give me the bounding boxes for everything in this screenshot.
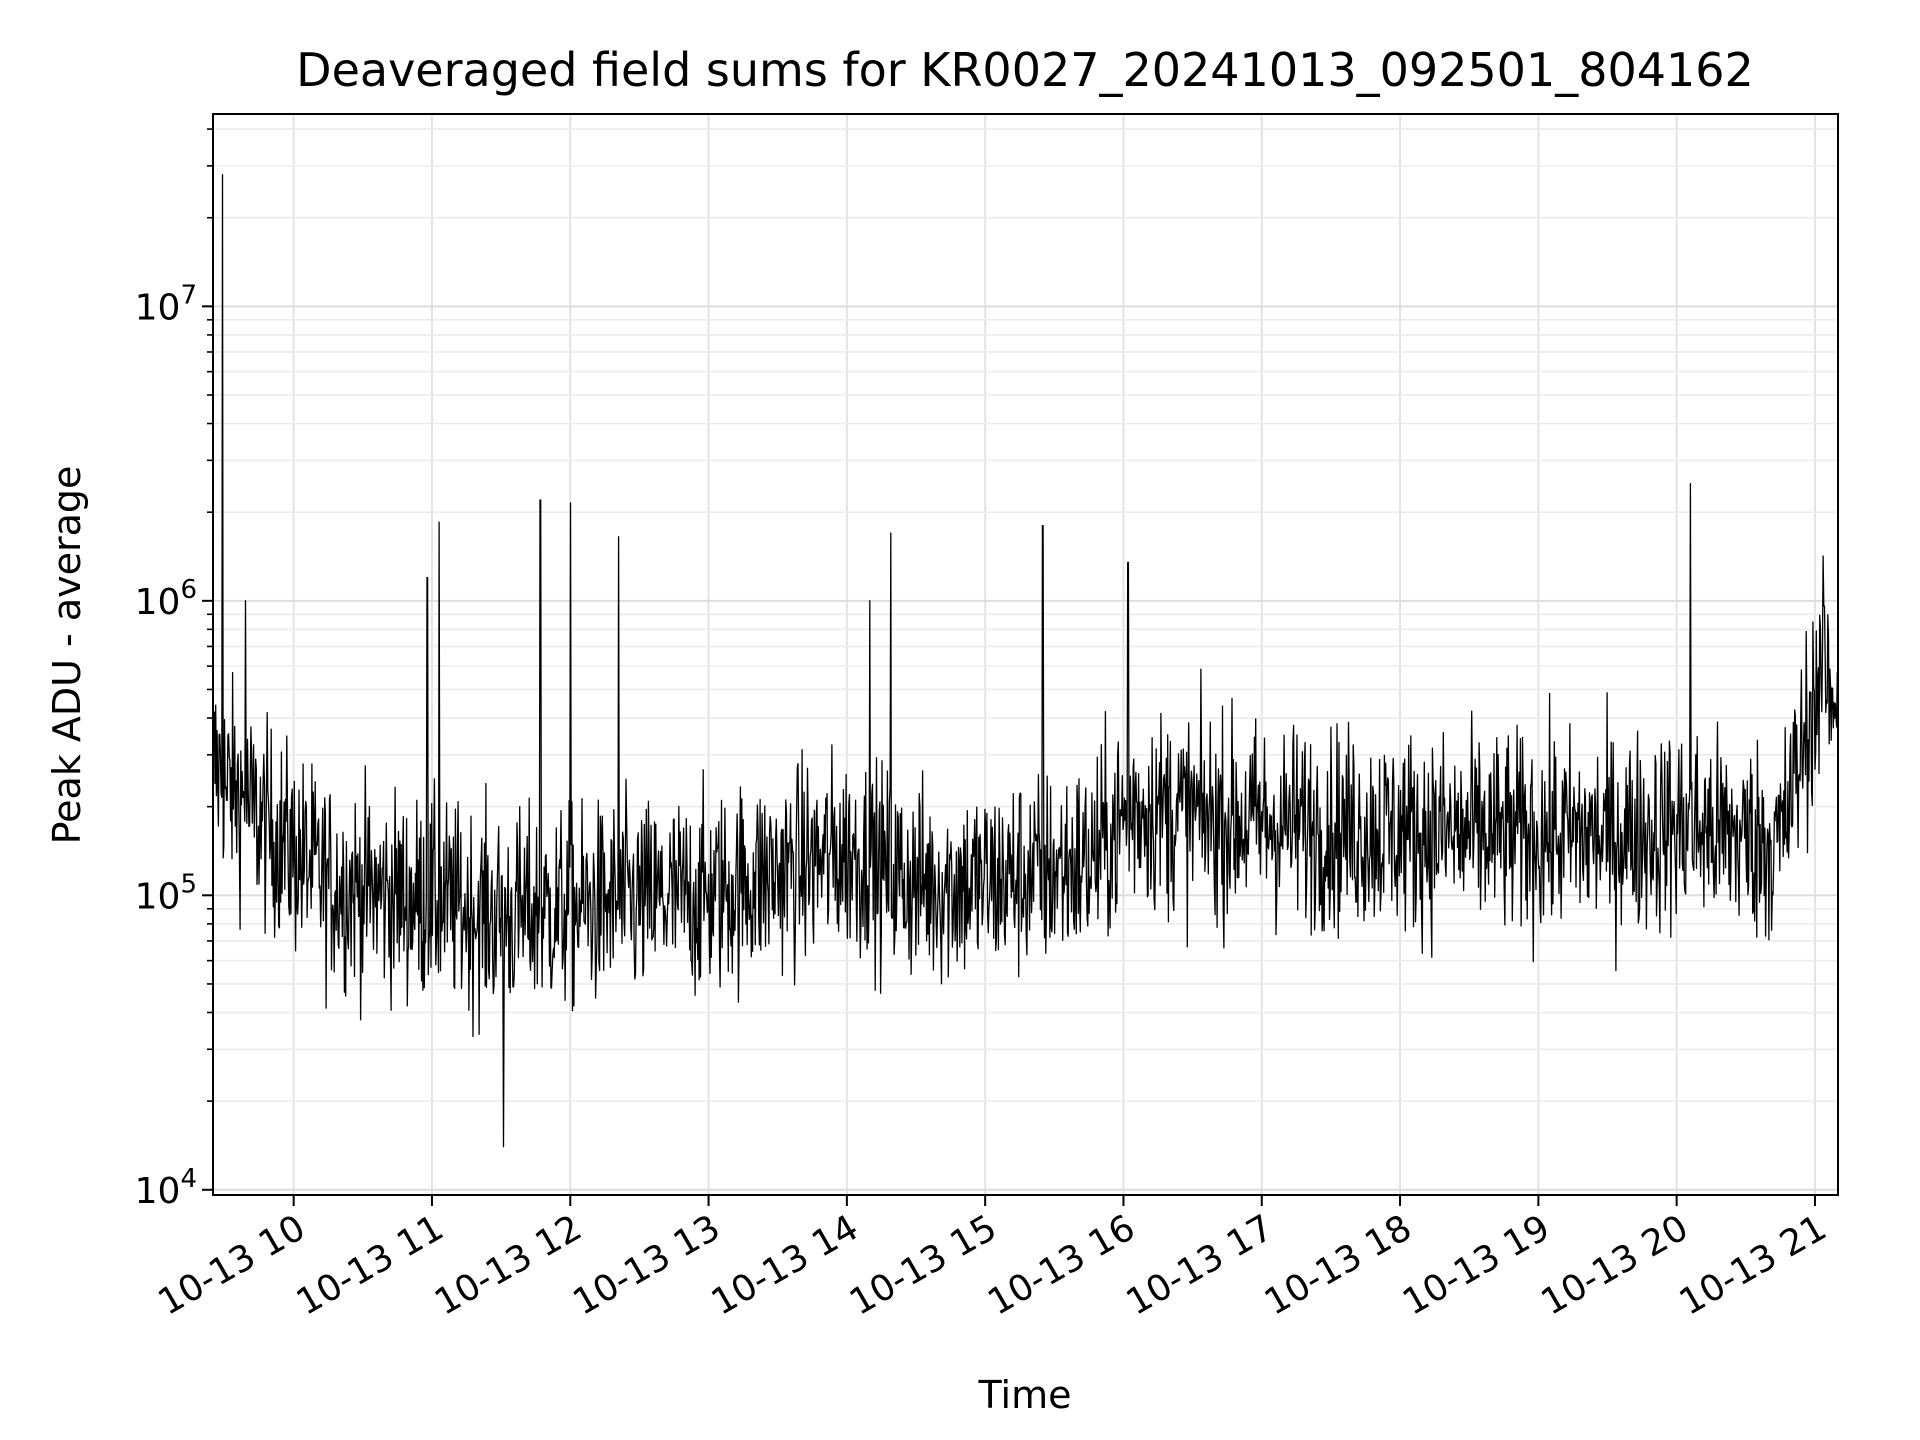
series-path — [212, 174, 1839, 1148]
y-tick-label: 107 — [135, 280, 197, 328]
y-tick-label: 104 — [135, 1164, 197, 1212]
x-tick-label: 10-13 12 — [428, 1207, 589, 1323]
series-line — [212, 174, 1839, 1148]
chart-title: Deaveraged field sums for KR0027_2024101… — [296, 43, 1754, 97]
y-tick-label: 105 — [135, 869, 197, 917]
x-tick-label: 10-13 14 — [705, 1207, 866, 1323]
plot-frame — [212, 113, 1839, 1196]
x-tick-label: 10-13 15 — [843, 1207, 1004, 1323]
y-axis-label: Peak ADU - average — [45, 466, 89, 845]
x-tick-label: 10-13 16 — [981, 1207, 1142, 1323]
x-tick-label: 10-13 18 — [1258, 1207, 1419, 1323]
x-tick-label: 10-13 20 — [1534, 1207, 1695, 1323]
x-tick-label: 10-13 19 — [1396, 1207, 1557, 1323]
x-tick-label: 10-13 11 — [290, 1207, 451, 1323]
x-tick-label: 10-13 13 — [566, 1207, 727, 1323]
x-tick-label: 10-13 21 — [1673, 1207, 1834, 1323]
x-axis-label: Time — [978, 1373, 1072, 1417]
x-tick-label: 10-13 10 — [151, 1207, 312, 1323]
y-axis: 104 105 106 107 — [135, 128, 213, 1212]
x-tick-label: 10-13 17 — [1120, 1207, 1281, 1323]
grid — [213, 114, 1838, 1195]
y-tick-label: 106 — [135, 575, 197, 623]
